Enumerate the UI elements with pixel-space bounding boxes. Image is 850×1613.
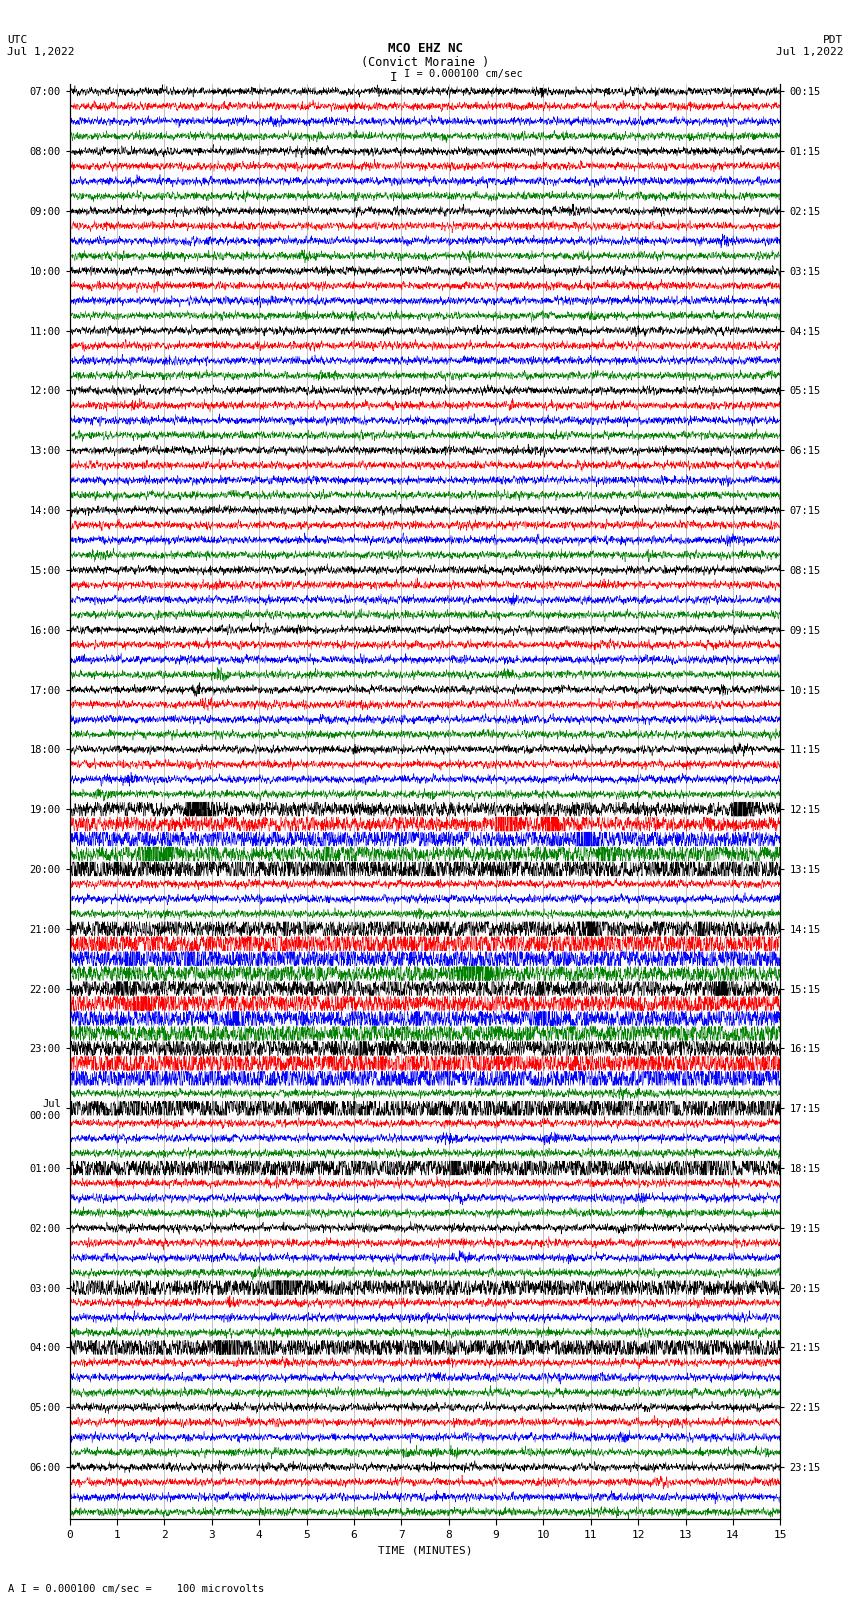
Text: UTC: UTC [7, 35, 27, 45]
Text: A I = 0.000100 cm/sec =    100 microvolts: A I = 0.000100 cm/sec = 100 microvolts [8, 1584, 264, 1594]
Text: I: I [390, 71, 397, 84]
Text: MCO EHZ NC: MCO EHZ NC [388, 42, 462, 55]
Text: Jul 1,2022: Jul 1,2022 [7, 47, 74, 56]
Text: I = 0.000100 cm/sec: I = 0.000100 cm/sec [404, 69, 523, 79]
X-axis label: TIME (MINUTES): TIME (MINUTES) [377, 1545, 473, 1555]
Text: Jul 1,2022: Jul 1,2022 [776, 47, 843, 56]
Text: PDT: PDT [823, 35, 843, 45]
Text: (Convict Moraine ): (Convict Moraine ) [361, 56, 489, 69]
